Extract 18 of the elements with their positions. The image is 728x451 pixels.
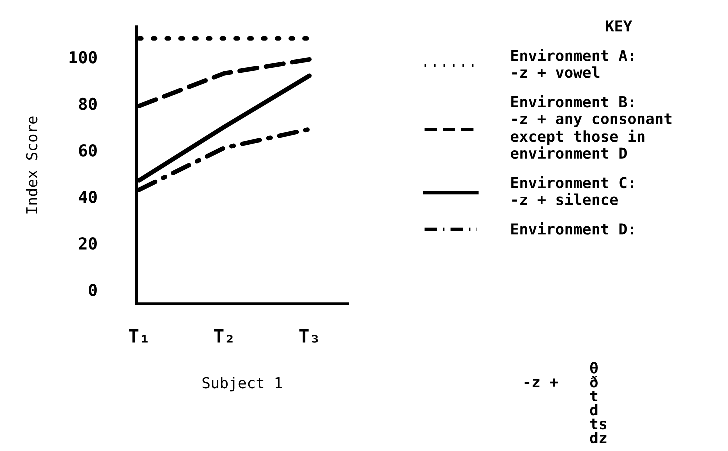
legend-label: Environment B: -z + any consonant except those in environment D xyxy=(510,95,672,160)
legend-label: Environment D: xyxy=(512,222,634,235)
legend-label: Environment C: -z + silence xyxy=(512,176,634,206)
y-tick-label: 40 xyxy=(79,190,97,204)
x-tick-label: T₃ xyxy=(300,330,318,343)
x-tick-label: T₁ xyxy=(129,330,148,343)
y-tick-label: 20 xyxy=(79,238,97,250)
y-tick-label: 80 xyxy=(79,98,97,110)
text: θ ð t d ts dz xyxy=(590,362,607,444)
legend-title: KEY xyxy=(606,20,632,32)
y-tick-label: 0 xyxy=(89,284,97,296)
y-tick-label: 60 xyxy=(79,144,97,157)
y-axis-title: Index Score xyxy=(26,116,38,214)
legend-label: Environment A: -z + vowel xyxy=(512,48,634,78)
y-tick-label: 100 xyxy=(70,51,97,64)
x-tick-label: T₂ xyxy=(214,330,233,343)
x-axis-title: Subject 1 xyxy=(202,377,282,392)
text: -z + xyxy=(524,378,558,388)
